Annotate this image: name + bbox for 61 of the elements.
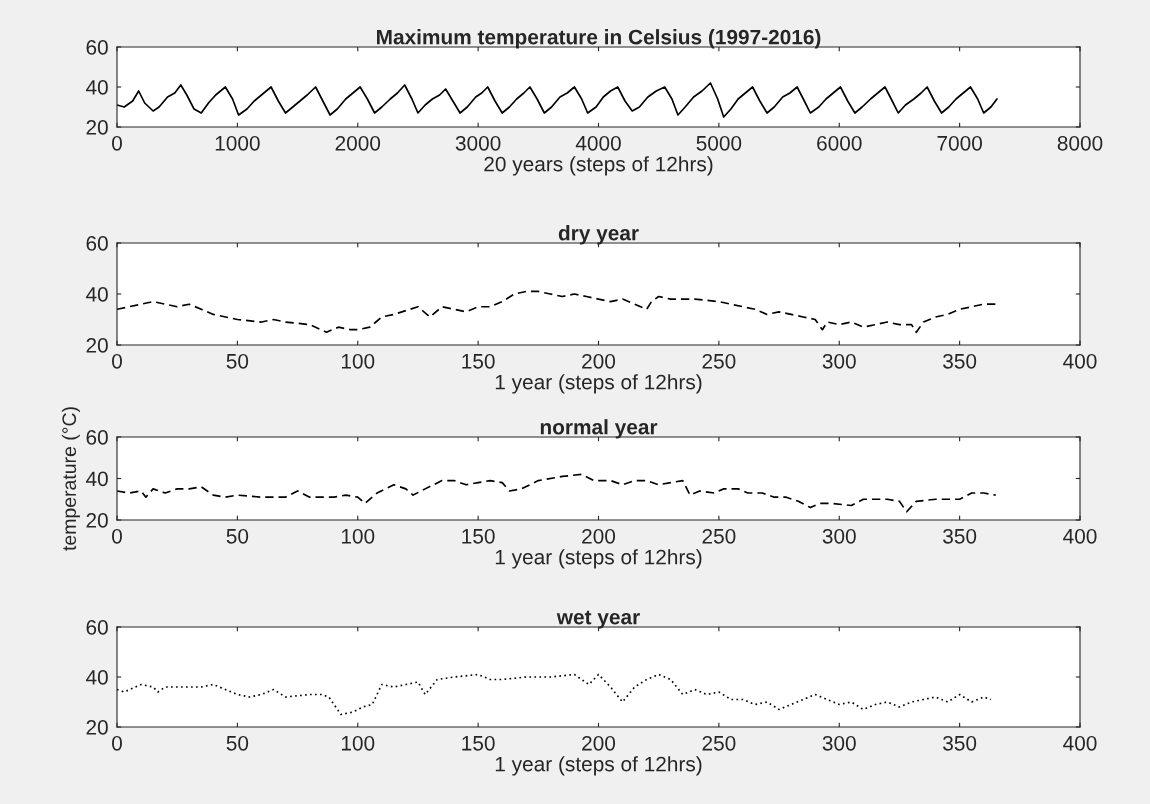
x-tick-label: 7000 (937, 135, 982, 151)
y-axis-title: temperature (°C) (61, 407, 80, 551)
y-tick-label: 40 (85, 80, 108, 95)
x-axis-title: 1 year (steps of 12hrs) (495, 756, 702, 776)
line-series (117, 82, 998, 118)
line-series (117, 290, 997, 334)
x-tick-label: 300 (822, 735, 856, 751)
x-tick-label: 50 (226, 735, 249, 751)
y-tick-label: 60 (86, 236, 108, 251)
chart-title: dry year (558, 225, 639, 245)
x-tick-label: 200 (582, 528, 616, 544)
chart-title: Maximum temperature in Celsius (1997-2016) (377, 29, 821, 49)
y-tick-label: 20 (86, 120, 108, 135)
y-tick-label: 40 (85, 670, 108, 685)
x-axis-title: 1 year (steps of 12hrs) (495, 374, 702, 394)
y-tick-label: 20 (86, 720, 108, 735)
x-tick-label: 350 (943, 735, 977, 751)
x-tick-label: 150 (462, 735, 495, 751)
line-series (117, 473, 997, 513)
x-axis-title: 1 year (steps of 12hrs) (495, 549, 702, 569)
x-tick-label: 0 (112, 353, 122, 369)
x-tick-label: 50 (226, 528, 249, 544)
x-tick-label: 250 (702, 528, 736, 544)
y-tick-label: 60 (86, 620, 108, 635)
x-tick-label: 5000 (696, 135, 742, 151)
x-tick-label: 50 (226, 353, 249, 369)
x-tick-label: 350 (943, 353, 977, 369)
chart-title: wet year (556, 610, 640, 629)
x-tick-label: 4000 (575, 135, 621, 151)
y-tick-label: 20 (86, 338, 108, 353)
x-tick-label: 150 (462, 528, 495, 544)
x-tick-label: 6000 (817, 135, 862, 151)
x-tick-label: 400 (1063, 528, 1097, 544)
y-tick-label: 60 (86, 40, 108, 55)
x-tick-label: 100 (341, 528, 375, 544)
x-tick-label: 0 (112, 135, 122, 151)
x-tick-label: 200 (582, 353, 616, 369)
x-tick-label: 3000 (455, 135, 501, 151)
x-tick-label: 300 (822, 528, 856, 544)
line-series (117, 673, 992, 716)
x-tick-label: 2000 (335, 135, 381, 151)
x-tick-label: 200 (582, 735, 616, 751)
x-tick-label: 1000 (215, 135, 260, 151)
x-axis-title: 20 years (steps of 12hrs) (484, 156, 713, 176)
chart-title: normal year (540, 419, 658, 439)
y-tick-label: 40 (85, 287, 108, 302)
x-tick-label: 100 (341, 353, 375, 369)
x-tick-label: 250 (702, 353, 736, 369)
x-tick-label: 400 (1063, 735, 1097, 751)
x-tick-label: 400 (1063, 353, 1097, 369)
x-tick-label: 100 (341, 735, 375, 751)
x-tick-label: 8000 (1057, 135, 1103, 151)
y-tick-label: 40 (85, 471, 108, 487)
y-tick-label: 60 (86, 430, 108, 445)
x-tick-label: 250 (702, 735, 736, 751)
x-tick-label: 150 (462, 353, 495, 369)
x-tick-label: 350 (943, 528, 977, 544)
x-tick-label: 0 (112, 528, 122, 544)
x-tick-label: 300 (822, 353, 856, 369)
x-tick-label: 0 (112, 735, 122, 751)
y-tick-label: 20 (86, 513, 108, 528)
